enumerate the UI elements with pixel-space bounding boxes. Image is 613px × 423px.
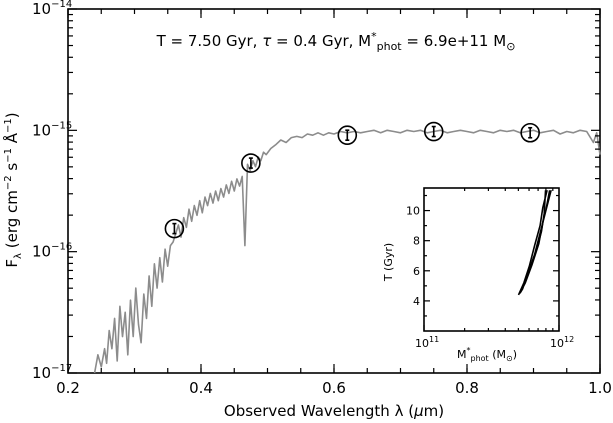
- model-spectrum-line: [93, 129, 601, 374]
- x-tick-label: 0.8: [455, 379, 479, 397]
- x-tick-label: 0.2: [56, 379, 80, 397]
- y-tick-label: 10−15: [32, 120, 72, 139]
- inset-y-tick-label: 6: [413, 265, 420, 278]
- x-tick-label: 1.0: [588, 379, 612, 397]
- spectrum-layer: [93, 129, 601, 374]
- y-tick-label: 10−17: [32, 363, 72, 382]
- fit-annotation: T = 7.50 Gyr, τ = 0.4 Gyr, M*phot = 6.9e…: [156, 30, 516, 53]
- inset-axes-frame: [423, 187, 560, 332]
- inset-y-ticks: 4 6 8 10: [406, 194, 559, 317]
- inset-y-tick-label: 4: [413, 295, 420, 308]
- inset-x-tick-label: 1012: [550, 335, 574, 350]
- photometry-point-2: [241, 153, 261, 173]
- x-ticks: 0.2 0.4 0.6 0.8 1.0: [56, 9, 612, 397]
- y-ticks: 10−17 10−16 10−15 10−14: [32, 0, 600, 382]
- y-tick-label: 10−16: [32, 242, 72, 261]
- y-axis-title: Fλ (erg cm−2 s−1 Å−1): [2, 112, 24, 267]
- photometry-point-5: [520, 122, 540, 143]
- photometry-point-4: [423, 121, 444, 142]
- x-tick-label: 0.4: [189, 379, 213, 397]
- inset-contour-2: [519, 190, 552, 294]
- photometry-layer: [164, 121, 540, 239]
- inset-x-tick-label: 1011: [415, 335, 439, 350]
- x-tick-label: 0.6: [322, 379, 346, 397]
- inset-x-axis-title: M*phot (M⊙): [457, 346, 517, 363]
- y-tick-label: 10−14: [32, 0, 72, 18]
- inset-y-axis-title: T (Gyr): [382, 243, 395, 282]
- inset-y-tick-label: 10: [406, 205, 420, 218]
- inset-x-ticks: 1011 1012: [415, 188, 574, 350]
- inset-background: [424, 188, 559, 331]
- inset-y-tick-label: 8: [413, 235, 420, 248]
- photometry-point-3: [337, 125, 358, 145]
- inset-plot: 1011 1012 4 6 8 10 T (Gyr) M*phot (M⊙): [382, 187, 574, 363]
- x-axis-title: Observed Wavelength λ (μm): [224, 402, 444, 420]
- photometry-point-1: [164, 218, 185, 239]
